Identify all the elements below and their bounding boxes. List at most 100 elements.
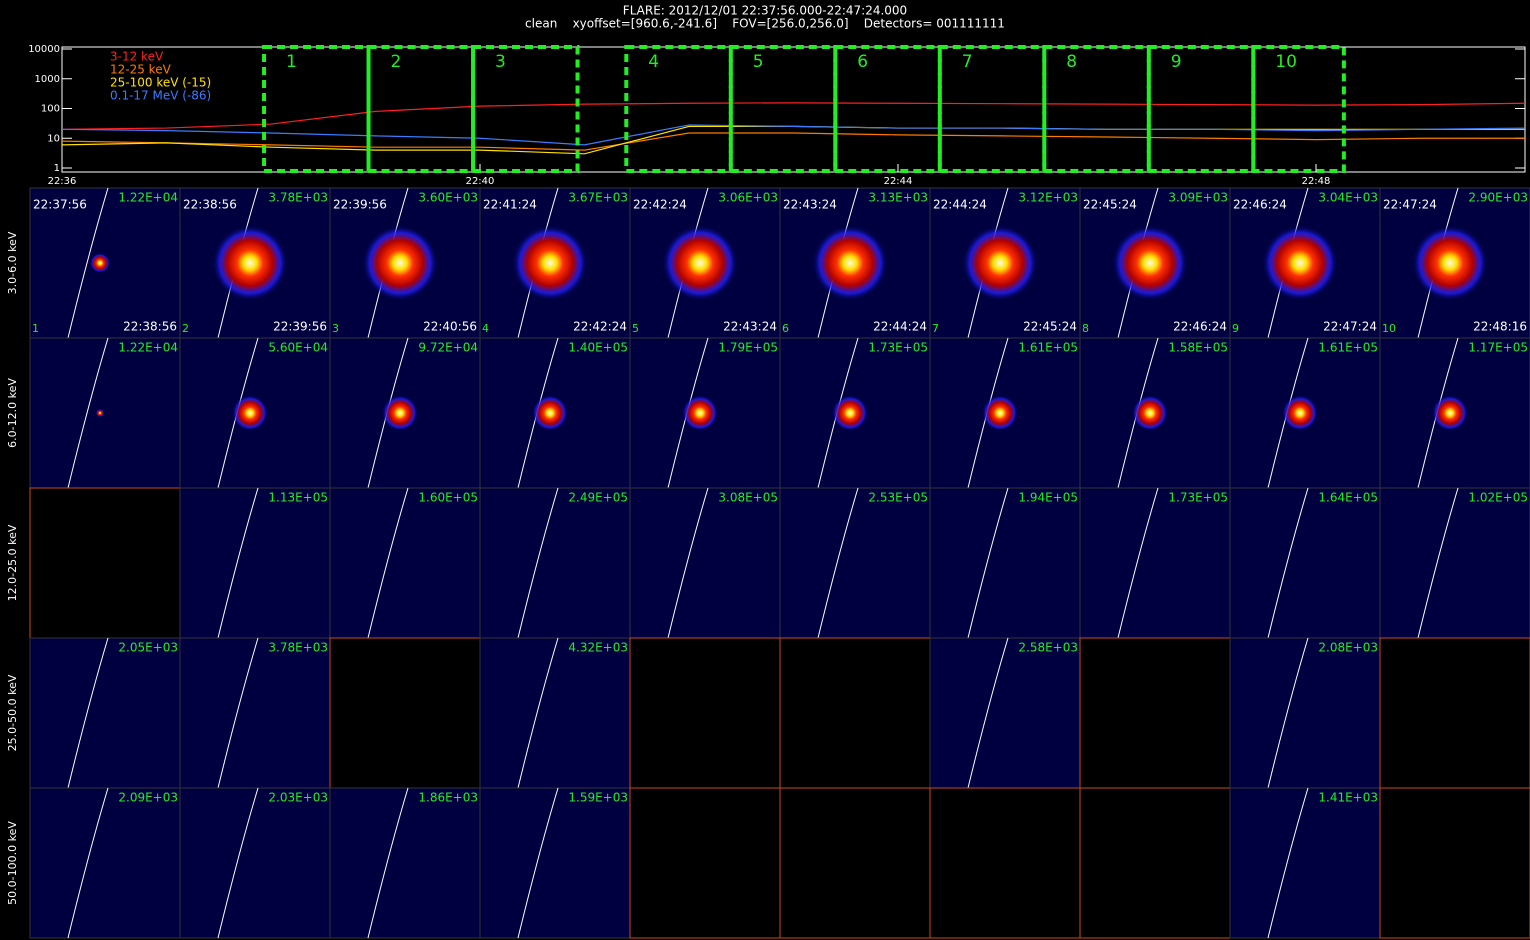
max-label: 1.40E+05 [568,341,628,355]
panel-index: 2 [182,322,189,335]
image-panel [779,487,931,639]
solar-limb [367,487,409,639]
max-label: 3.60E+03 [418,191,478,205]
band-label: 6.0-12.0 keV [6,378,19,448]
max-label: 2.09E+03 [118,791,178,805]
max-label: 1.22E+04 [118,341,178,355]
source-blob [1412,225,1488,301]
source-blob [90,253,110,273]
image-panel [329,787,481,939]
image-panel [1379,637,1530,789]
source-blob [212,225,288,301]
image-panel [929,787,1081,939]
band-label: 50.0-100.0 keV [6,821,19,905]
start-time: 22:43:24 [783,198,837,212]
solar-limb [967,637,1009,789]
max-label: 1.58E+05 [1168,341,1228,355]
band-label: 3.0-6.0 keV [6,231,19,294]
interval-label: 8 [1066,52,1077,72]
interval-box [1146,45,1256,173]
source-blob [1132,395,1168,431]
source-blob [832,395,868,431]
solar-limb [217,487,259,639]
max-label: 1.94E+05 [1018,491,1078,505]
interval-label: 9 [1171,52,1182,72]
start-time: 22:39:56 [333,198,387,212]
solar-limb [517,487,559,639]
max-label: 3.67E+03 [568,191,628,205]
title-line-1: FLARE: 2012/12/01 22:37:56.000-22:47:24.… [623,4,907,18]
legend-entry: 0.1-17 MeV (-86) [110,89,211,103]
max-label: 2.05E+03 [118,641,178,655]
source-blob [1432,395,1468,431]
image-panel [329,637,481,789]
source-blob [982,395,1018,431]
max-label: 1.86E+03 [418,791,478,805]
source-blob [812,225,888,301]
solar-limb [67,787,109,939]
solar-limb [1417,487,1459,639]
start-time: 22:45:24 [1083,198,1137,212]
end-time: 22:43:24 [723,320,777,334]
source-blob [382,395,418,431]
solar-limb [67,637,109,789]
panel-index: 8 [1082,322,1089,335]
max-label: 9.72E+04 [418,341,478,355]
image-panel [1229,787,1381,939]
interval-box [937,45,1047,173]
image-panel [629,637,781,789]
end-time: 22:48:16 [1473,320,1527,334]
y-tick-label: 10000 [28,44,60,55]
legend-entry: 12-25 keV [110,63,172,77]
interval-box [1251,45,1346,173]
solar-limb [967,487,1009,639]
end-time: 22:46:24 [1173,320,1227,334]
image-panel [1379,487,1530,639]
max-label: 2.03E+03 [268,791,328,805]
max-label: 1.60E+05 [418,491,478,505]
max-label: 3.09E+03 [1168,191,1228,205]
interval-box [833,45,942,173]
max-label: 1.73E+05 [868,341,928,355]
image-panel [479,787,631,939]
start-time: 22:47:24 [1383,198,1437,212]
solar-limb [667,487,709,639]
solar-limb [517,787,559,939]
image-panel [29,787,181,939]
interval-box [471,45,580,173]
plot-frame [61,46,1526,173]
interval-box [262,45,371,173]
image-panel [1079,787,1231,939]
interval-label: 2 [391,52,402,72]
max-label: 5.60E+04 [268,341,328,355]
max-label: 1.02E+05 [1468,491,1528,505]
end-time: 22:40:56 [423,320,477,334]
image-panel [29,337,181,489]
x-tick-label: 22:36 [48,176,77,187]
start-time: 22:46:24 [1233,198,1287,212]
max-label: 2.08E+03 [1318,641,1378,655]
end-time: 22:38:56 [123,320,177,334]
max-label: 2.90E+03 [1468,191,1528,205]
max-label: 1.61E+05 [1018,341,1078,355]
solar-limb [1117,487,1159,639]
start-time: 22:44:24 [933,198,987,212]
image-panel [479,637,631,789]
max-label: 3.13E+03 [868,191,928,205]
solar-limb [217,787,259,939]
solar-limb [217,637,259,789]
max-label: 4.32E+03 [568,641,628,655]
max-label: 2.53E+05 [868,491,928,505]
start-time: 22:37:56 [33,198,87,212]
source-blob [1282,395,1318,431]
image-panel [479,487,631,639]
max-label: 1.61E+05 [1318,341,1378,355]
solar-limb [67,187,109,339]
solar-limb [1267,637,1309,789]
interval-label: 7 [962,52,973,72]
image-panel [1079,487,1231,639]
source-blob [682,395,718,431]
image-panel [1379,787,1530,939]
max-label: 1.17E+05 [1468,341,1528,355]
